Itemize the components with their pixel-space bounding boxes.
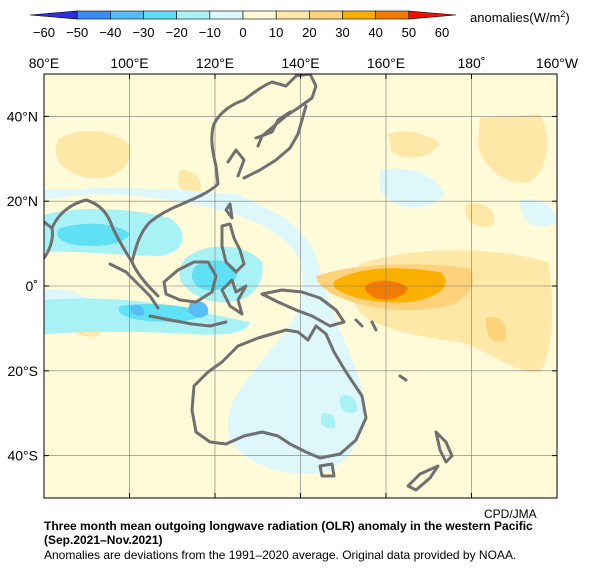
latitude-label: 20°N (7, 193, 38, 209)
legend-swatch (408, 10, 457, 20)
legend-tick-label: 20 (302, 25, 316, 40)
longitude-label: 160°W (536, 55, 579, 71)
longitude-label: 120°E (196, 55, 234, 71)
legend-swatch (309, 10, 343, 20)
legend-tick-label: −30 (132, 25, 154, 40)
legend-tick-label: −40 (99, 25, 121, 40)
latitude-label: 0˚ (26, 278, 38, 294)
legend-swatch (176, 10, 211, 20)
longitude-label: 100°E (110, 55, 148, 71)
longitude-label: 80°E (29, 55, 60, 71)
legend-tick-label: 50 (402, 25, 416, 40)
legend-swatch (275, 10, 310, 20)
caption-period: (Sep.2021–Nov.2021) (44, 533, 163, 547)
legend-swatch (209, 10, 244, 20)
color-legend: −60 −50 −40 −30 −20 −10 0 10 20 30 40 50 60 (29, 10, 457, 40)
legend-tick-label: 10 (269, 25, 283, 40)
legend-swatch (76, 10, 111, 20)
caption-title: Three month mean outgoing longwave radia… (44, 519, 533, 533)
legend-tick-label: 40 (368, 25, 382, 40)
anomaly-positive-40-50 (365, 280, 408, 300)
longitude-label: 160°E (367, 55, 405, 71)
coastlines (44, 74, 454, 492)
latitude-label: 20°S (7, 363, 38, 379)
latitude-label: 40°N (7, 108, 38, 124)
legend-swatch (242, 10, 277, 20)
longitude-label: 140°E (281, 55, 319, 71)
legend-swatch (110, 10, 144, 20)
legend-swatch (342, 10, 376, 20)
legend-tick-label: −20 (166, 25, 188, 40)
legend-swatch (375, 10, 410, 20)
legend-tick-label: 0 (239, 25, 246, 40)
legend-unit-label: anomalies(W/m2) (470, 9, 570, 25)
legend-tick-label: 60 (435, 25, 449, 40)
legend-tick-label: −50 (66, 25, 88, 40)
axis-labels: 80°E 100°E 120°E 140°E 160°E 180˚ 160°W 40°N 20°… (7, 55, 579, 498)
caption-note: Anomalies are deviations from the 1991–2… (44, 548, 517, 562)
legend-swatch (143, 10, 177, 20)
longitude-label: 180˚ (457, 55, 485, 71)
legend-tick-label: −10 (199, 25, 221, 40)
anomaly-negative-30-40 (130, 300, 209, 318)
legend-tick-label: 30 (335, 25, 349, 40)
latitude-label: 40°S (7, 448, 38, 464)
credit-label: CPD/JMA (484, 507, 537, 521)
legend-swatch (29, 10, 78, 20)
legend-tick-label: −60 (33, 25, 55, 40)
